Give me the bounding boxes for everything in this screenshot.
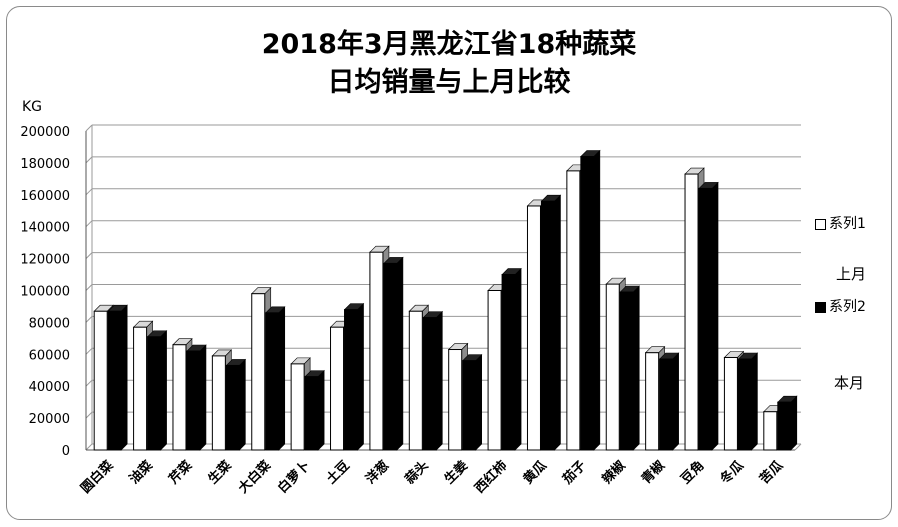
y-tick-label: 40000 [29,380,70,395]
y-tick-labels: 0 20000 40000 60000 80000 100000 120000 140000 1… [20,125,70,459]
bars [93,149,798,451]
x-tick-label: 豆角 [678,458,708,488]
y-tick-label: 160000 [20,189,70,204]
x-tick-label: 青椒 [638,458,668,488]
y-tick-label: 60000 [29,348,70,363]
legend-entry-series-1: 系列1 [815,213,866,233]
x-tick-label: 白萝卜 [275,458,314,497]
x-tick-label: 辣椒 [599,458,629,488]
x-tick-label: 圆白菜 [78,458,117,497]
bar-2 [383,256,404,451]
gridline-side [85,156,93,164]
y-tick-label: 200000 [20,125,70,140]
bar-2 [777,395,798,451]
bar-2 [422,310,444,451]
gridline-side [85,443,93,451]
gridline-side [85,252,93,259]
y-tick-label: 100000 [20,285,70,300]
y-tick-label: 120000 [20,253,70,268]
y-tick-label: 80000 [29,316,70,331]
y-tick-label: 180000 [20,157,70,172]
legend-note-this-month: 本月 [834,374,865,392]
x-tick-label: 生菜 [205,458,235,488]
gridline-side [85,379,93,387]
bar-2 [186,344,207,451]
x-tick-label: 大白菜 [235,458,274,497]
gridline-side [85,411,93,419]
gridline-side [85,188,93,196]
x-tick-label: 苦瓜 [756,458,786,488]
x-tick-label: 生姜 [441,458,471,488]
x-tick-label: 土豆 [323,458,353,488]
legend-entry-series-2: 系列2 [815,296,866,316]
y-axis-label: KG [22,99,43,115]
bar-2 [619,285,640,451]
gridline-side [85,124,93,132]
x-tick-label: 蒜头 [402,458,432,488]
legend-label-series-2: 系列2 [829,299,866,315]
gridline-side [85,316,93,323]
bar-2 [461,353,483,451]
x-tick-label: 芹菜 [166,458,196,488]
chart-title-line-1: 2018年3月黑龙江省18种蔬菜 [261,29,637,60]
axes [85,125,802,451]
x-tick-label: 油菜 [126,458,156,488]
floor-edge [794,443,802,451]
bar-2 [737,352,759,451]
legend-note-last-month: 上月 [836,265,867,283]
legend-swatch-series-2 [815,301,826,313]
x-tick-labels: 圆白菜 油菜 芹菜 生菜 大白菜 白萝卜 土豆 洋葱 蒜头 生姜 西红柿 黄瓜 茄子 辣椒 青椒 豆角 冬瓜 苦瓜 [78,458,787,497]
chart-title-line-2: 日均销量与上月比较 [327,67,571,98]
x-tick-label: 黄瓜 [520,458,550,488]
y-tick-label: 20000 [29,412,70,427]
bar-2 [501,267,522,451]
bar-2 [225,358,247,451]
y-tick-label: 140000 [20,221,70,236]
x-tick-label: 洋葱 [363,458,393,488]
gridlines [85,124,801,451]
bar-2 [343,302,365,451]
bar-2 [304,369,325,451]
gridline-side [85,347,93,355]
bar-2 [540,194,562,451]
gridline-side [85,220,93,228]
legend-label-series-1: 系列1 [829,216,866,232]
y-tick-label: 0 [62,444,70,459]
bar-2 [107,304,128,451]
x-tick-label: 茄子 [559,458,589,488]
bar-2 [146,330,168,451]
gridline-side [85,284,93,291]
x-tick-label: 西红柿 [472,458,511,497]
bar-2 [698,181,719,451]
x-tick-label: 冬瓜 [717,458,747,488]
bar-2 [580,149,601,451]
bar-2 [658,352,680,451]
legend-swatch-series-1 [815,218,826,230]
bar-2 [265,306,286,451]
